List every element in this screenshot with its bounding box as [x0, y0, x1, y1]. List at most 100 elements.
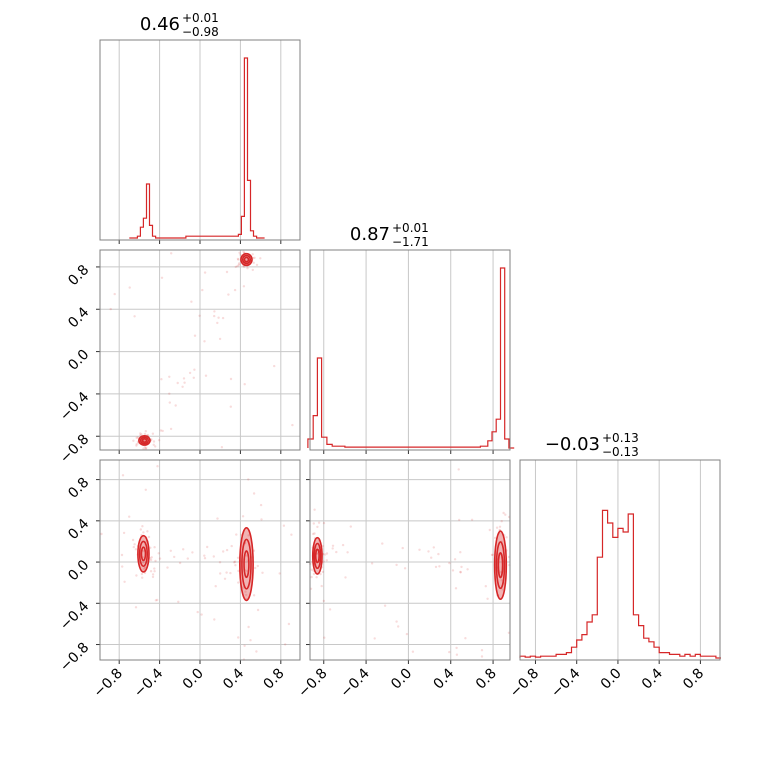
sample-point	[321, 570, 325, 574]
sample-point	[427, 550, 430, 553]
sample-point	[486, 597, 489, 600]
sample-point	[322, 521, 326, 525]
histogram-title-lower: −1.71	[392, 235, 429, 249]
sample-point	[142, 568, 145, 571]
histogram-frame	[99, 39, 301, 241]
sample-point	[113, 292, 116, 296]
sample-point	[233, 561, 236, 564]
sample-point	[244, 590, 247, 593]
sample-point	[341, 543, 345, 547]
sample-point	[395, 620, 398, 623]
sample-point	[242, 285, 246, 288]
x-tick-label: −0.8	[91, 666, 126, 701]
x-tick-label: 0.4	[220, 665, 247, 692]
sample-point	[349, 525, 352, 528]
joint-frame	[99, 249, 301, 451]
x-tick-label: 0.4	[639, 665, 666, 692]
x-tick-label: 0.8	[473, 666, 500, 693]
sample-point	[500, 520, 503, 523]
sample-point	[238, 251, 241, 254]
sample-point	[255, 263, 259, 267]
sample-point	[166, 566, 169, 569]
sample-point	[225, 571, 228, 574]
sample-point	[504, 513, 507, 516]
sample-point	[201, 288, 204, 292]
sample-point	[319, 572, 322, 576]
sample-point	[459, 551, 462, 554]
sample-point	[480, 655, 484, 658]
sample-point	[225, 270, 229, 274]
sample-point	[135, 443, 138, 446]
sample-point	[188, 371, 192, 375]
sample-point	[245, 593, 248, 597]
histogram-panel-1: 0.46 +0.01−0.98	[99, 11, 301, 244]
sample-point	[154, 445, 157, 448]
sample-point	[173, 555, 176, 559]
sample-point	[159, 429, 163, 432]
sample-point	[221, 316, 225, 320]
contour-line	[238, 527, 254, 602]
histogram-title-median: 0.46	[140, 14, 180, 35]
sample-point	[160, 276, 164, 279]
sample-point	[236, 264, 239, 268]
sample-point	[418, 548, 421, 551]
contour-line	[137, 534, 150, 573]
sample-point	[158, 557, 162, 560]
sample-point	[464, 637, 467, 640]
sample-point	[141, 576, 144, 579]
sample-point	[151, 575, 155, 579]
sample-point	[317, 521, 321, 524]
sample-point	[233, 560, 237, 563]
x-tick-label: −0.8	[507, 666, 542, 701]
sample-point	[499, 571, 502, 574]
sample-point	[247, 534, 250, 537]
sample-point	[227, 293, 230, 296]
contour-line	[241, 254, 252, 265]
sample-point	[140, 433, 143, 436]
sample-point	[315, 576, 318, 579]
contour-line	[140, 546, 147, 562]
sample-point	[488, 528, 491, 532]
sample-point	[466, 568, 469, 571]
y-tick-label: 0.8	[65, 262, 92, 289]
sample-point	[154, 559, 157, 563]
sample-point	[192, 376, 195, 379]
histogram-title-median: −0.03	[545, 434, 600, 455]
histogram-step	[129, 57, 265, 239]
sample-point	[203, 557, 207, 560]
sample-point	[153, 570, 156, 573]
sample-point	[133, 543, 136, 546]
sample-point	[470, 518, 474, 521]
sample-point	[290, 533, 293, 536]
sample-point	[284, 643, 287, 646]
sample-point	[123, 580, 126, 583]
sample-point	[507, 631, 511, 634]
sample-point	[150, 556, 153, 559]
sample-point	[328, 608, 332, 611]
sample-point	[241, 515, 245, 518]
sample-point	[143, 446, 147, 449]
sample-point	[203, 271, 207, 274]
sample-point	[459, 570, 462, 574]
sample-point	[144, 488, 147, 491]
sample-point	[225, 548, 229, 552]
sample-point	[403, 567, 407, 570]
sample-point	[153, 546, 156, 549]
sample-point	[149, 558, 153, 562]
sample-point	[120, 553, 124, 557]
sample-point	[161, 429, 164, 433]
sample-point	[151, 432, 155, 435]
sample-point	[291, 423, 294, 427]
sample-point	[237, 636, 240, 639]
y-tick-label: 0.0	[65, 557, 92, 584]
sample-point	[139, 432, 142, 435]
sample-point	[152, 440, 156, 443]
sample-point	[204, 374, 208, 377]
sample-point	[213, 618, 216, 621]
sample-point	[312, 572, 316, 576]
sample-point	[397, 625, 400, 628]
sample-point	[223, 577, 227, 580]
sample-point	[498, 525, 502, 528]
sample-point	[216, 517, 219, 520]
x-tick-label: −0.8	[295, 666, 330, 701]
